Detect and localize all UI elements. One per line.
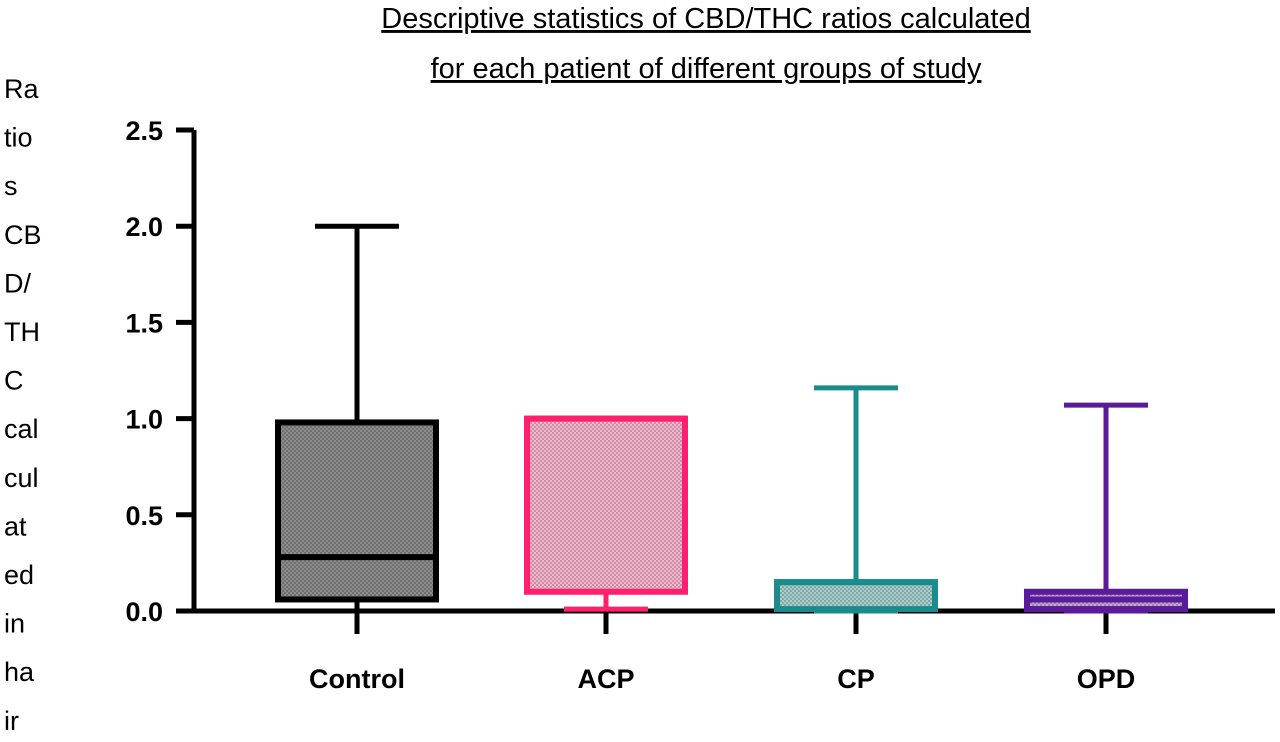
y-axis-label-line: C (4, 366, 24, 396)
y-axis-label-line: D/ (4, 268, 31, 298)
y-ticks: 0.0 0.5 1.0 1.5 2.0 2.5 (125, 116, 194, 627)
box-opd (1024, 402, 1188, 634)
y-axis-label-line: in (4, 609, 25, 639)
box-texture (278, 422, 436, 600)
chart-title-line-1: Descriptive statistics of CBD/THC ratios… (381, 3, 1030, 35)
y-tick-label: 0.0 (125, 597, 163, 627)
chart-title-line-2: for each patient of different groups of … (431, 53, 982, 85)
x-tick-label-acp: ACP (577, 664, 634, 694)
y-axis-label-line: ir (4, 706, 19, 736)
y-tick-label: 1.0 (125, 405, 163, 435)
y-tick-label: 2.5 (125, 116, 163, 146)
y-axis-label-line: cal (4, 414, 39, 444)
y-axis-label-line: ha (4, 657, 35, 687)
y-tick-label: 1.5 (125, 308, 163, 338)
y-axis-label-line: at (4, 511, 27, 541)
y-axis-label-line: ed (4, 560, 34, 590)
x-tick-label-cp: CP (837, 664, 875, 694)
x-tick-labels: Control ACP CP OPD (309, 664, 1135, 694)
y-axis-label-line: CB (4, 220, 42, 250)
y-axis-label-line: s (4, 171, 18, 201)
box-control (275, 223, 439, 634)
box-acp (524, 415, 688, 634)
y-tick-label: 0.5 (125, 501, 163, 531)
box-texture (527, 418, 685, 592)
x-tick-label-opd: OPD (1077, 664, 1136, 694)
y-tick-label: 2.0 (125, 212, 163, 242)
boxes (275, 223, 1188, 634)
box-cp (774, 385, 938, 634)
y-axis-label-line: cul (4, 463, 39, 493)
x-tick-label-control: Control (309, 664, 405, 694)
y-axis-label-line: tio (4, 123, 33, 153)
y-axis-label-line: TH (4, 317, 40, 347)
y-axis-label-line: Ra (4, 74, 39, 104)
box-texture (777, 582, 935, 610)
box-outline (275, 419, 439, 603)
